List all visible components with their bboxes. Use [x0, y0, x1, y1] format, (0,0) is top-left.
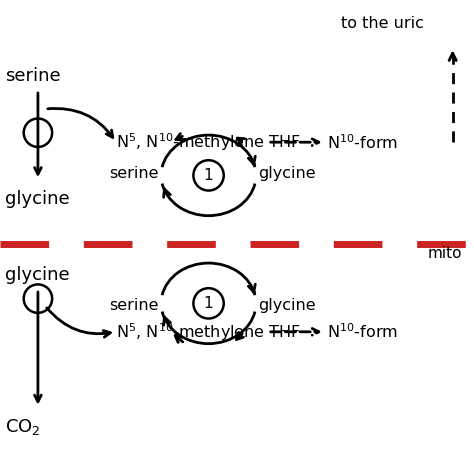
Text: glycine: glycine: [5, 266, 69, 284]
Text: 1: 1: [204, 296, 213, 311]
Text: mito: mito: [428, 246, 462, 261]
Text: glycine: glycine: [258, 165, 316, 181]
Text: serine: serine: [109, 165, 159, 181]
Text: glycine: glycine: [258, 298, 316, 313]
Text: serine: serine: [5, 67, 60, 85]
Text: N$^{10}$-form: N$^{10}$-form: [327, 133, 398, 152]
Text: to the uric: to the uric: [341, 16, 424, 31]
Text: N$^5$, N$^{10}$-methylene THF: N$^5$, N$^{10}$-methylene THF: [116, 321, 301, 343]
Text: CO$_2$: CO$_2$: [5, 417, 40, 437]
Text: 1: 1: [204, 168, 213, 183]
Text: N$^5$, N$^{10}$-methylene THF: N$^5$, N$^{10}$-methylene THF: [116, 131, 301, 153]
Text: N$^{10}$-form: N$^{10}$-form: [327, 322, 398, 341]
Text: serine: serine: [109, 298, 159, 313]
Text: glycine: glycine: [5, 190, 69, 208]
